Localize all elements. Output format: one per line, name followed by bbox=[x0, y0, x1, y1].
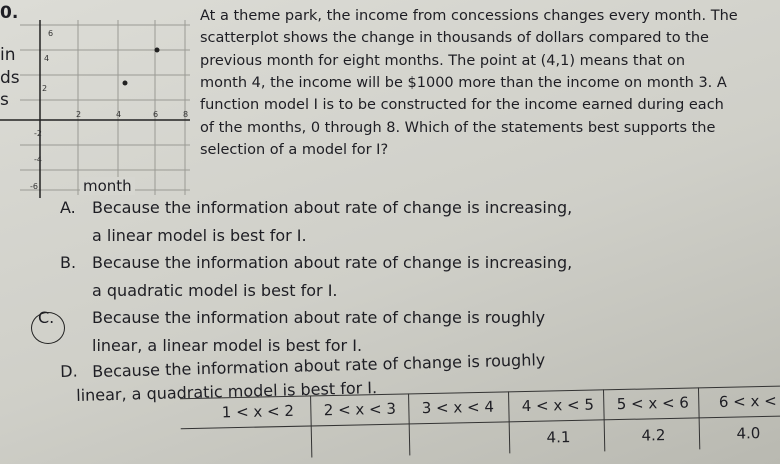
margin-fragment: ds bbox=[0, 68, 20, 88]
margin-fragment: s bbox=[0, 90, 9, 110]
option-line: a quadratic model is best for I. bbox=[92, 281, 338, 300]
answer-circle bbox=[31, 312, 65, 344]
x-axis-label: month bbox=[80, 177, 135, 195]
dot bbox=[122, 80, 128, 86]
x-tick-label: 8 bbox=[183, 110, 189, 119]
table-header: 5 < x < 6 bbox=[616, 393, 690, 414]
table-value: 4.0 bbox=[736, 424, 761, 443]
y-tick-label: 4 bbox=[44, 54, 50, 63]
graph bbox=[0, 20, 190, 198]
question-line: function model I is to be constructed fo… bbox=[200, 97, 724, 114]
x-tick-label: 4 bbox=[116, 110, 122, 119]
y-tick-label: -6 bbox=[30, 182, 38, 191]
question-line: scatterplot shows the change in thousand… bbox=[200, 30, 709, 47]
y-tick-label: 6 bbox=[48, 29, 54, 38]
option-letter: A. bbox=[60, 198, 76, 217]
question-line: selection of a model for I? bbox=[200, 141, 389, 158]
table-header: 3 < x < 4 bbox=[421, 397, 495, 418]
option-line: a linear model is best for I. bbox=[92, 226, 307, 245]
margin-fragment: in bbox=[0, 45, 16, 65]
option-letter: D. bbox=[60, 361, 78, 381]
x-tick-label: 6 bbox=[153, 110, 159, 119]
question-line: At a theme park, the income from concess… bbox=[200, 8, 738, 24]
dot bbox=[154, 47, 160, 53]
option-line: Because the information about rate of ch… bbox=[92, 308, 546, 327]
question-line: month 4, the income will be $1000 more t… bbox=[200, 74, 727, 91]
table-header: 6 < x < bbox=[718, 391, 777, 411]
table-header: 2 < x < 3 bbox=[323, 399, 397, 420]
y-tick-label: -4 bbox=[34, 155, 42, 164]
x-tick-label: 2 bbox=[76, 110, 82, 119]
margin-fragment: 0. bbox=[0, 3, 19, 23]
table-value: 4.1 bbox=[546, 428, 571, 447]
y-tick-label: 2 bbox=[42, 84, 48, 93]
graph-grid bbox=[20, 20, 190, 195]
option-line: Because the information about rate of ch… bbox=[92, 198, 573, 217]
y-tick-label: -2 bbox=[34, 129, 42, 138]
option-letter: B. bbox=[60, 253, 77, 272]
table-header: 4 < x < 5 bbox=[521, 395, 595, 416]
option-line: Because the information about rate of ch… bbox=[92, 253, 573, 272]
option-line: linear, a linear model is best for I. bbox=[92, 336, 363, 355]
question-line: of the months, 0 through 8. Which of the… bbox=[200, 119, 716, 136]
question-line: previous month for eight months. The poi… bbox=[200, 52, 686, 69]
table-header: 1 < x < 2 bbox=[221, 401, 295, 422]
table-value: 4.2 bbox=[641, 426, 666, 445]
